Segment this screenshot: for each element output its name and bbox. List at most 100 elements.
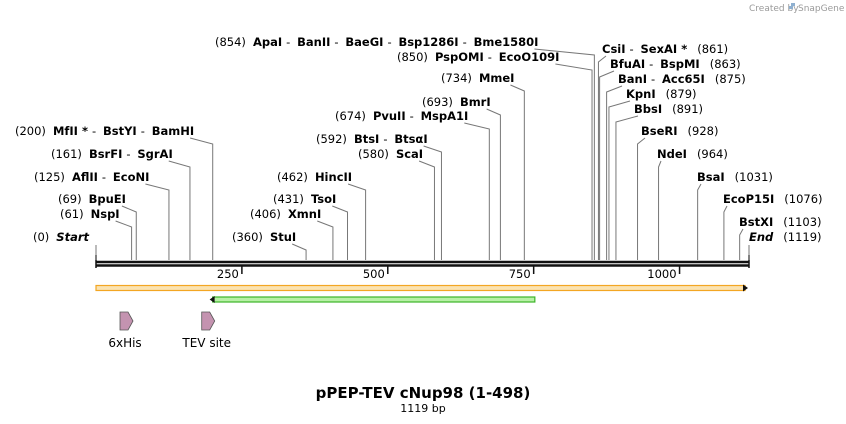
enzyme-name: TsoI	[311, 192, 336, 206]
site-bbsi[interactable]: BbsI (891)	[615, 102, 703, 260]
enzyme-name: StuI	[270, 230, 296, 244]
site-bsrfi[interactable]: (161) BsrFI - SgrAI	[51, 147, 191, 260]
enzyme-name: MspA1I	[421, 109, 469, 123]
site-position: (854)	[215, 35, 246, 49]
snapgene-logo-icon	[789, 3, 795, 9]
site-apai[interactable]: (854) ApaI - BanII - BaeGI - Bsp1286I - Bme1580I	[215, 35, 595, 260]
site-bani[interactable]: BanI - Acc65I (875)	[606, 72, 746, 260]
enzyme-name: PspOMI	[435, 50, 484, 64]
cds-track	[209, 296, 536, 303]
enzyme-name: BsaI	[697, 170, 725, 184]
site-leader-line	[464, 122, 490, 260]
site-leader-line	[599, 70, 615, 260]
site-mfii[interactable]: (200) MfII * - BstYI - BamHI	[15, 124, 214, 260]
site-bpuei[interactable]: (69) BpuEI	[58, 192, 137, 260]
name-separator: -	[630, 42, 634, 56]
site-xmni[interactable]: (406) XmnI	[250, 207, 334, 260]
site-position: (161)	[51, 147, 82, 161]
cds-bar	[212, 296, 536, 303]
enzyme-name: MfII *	[53, 124, 88, 138]
site-leader-line	[510, 84, 525, 260]
site-leader-line	[291, 243, 307, 260]
site-ecop15i[interactable]: EcoP15I (1076)	[723, 192, 823, 260]
enzyme-name: XmnI	[288, 207, 321, 221]
site-csii[interactable]: CsiI - SexAI * (861)	[597, 42, 728, 260]
enzyme-name: SgrAI	[137, 147, 172, 161]
axis-tick-label: 750	[509, 267, 531, 281]
site-leader-line	[189, 137, 214, 260]
site-position: (125)	[34, 170, 65, 184]
orf-arrowhead-icon	[743, 284, 748, 292]
site-nspi[interactable]: (61) NspI	[60, 207, 133, 260]
site-ndei[interactable]: NdeI (964)	[657, 147, 728, 260]
feature-tevsite[interactable]: TEV site	[181, 311, 231, 350]
site-aflii[interactable]: (125) AflII - EcoNI	[34, 170, 170, 260]
site-position: (1119)	[783, 230, 821, 244]
site-scai[interactable]: (580) ScaI	[358, 147, 435, 260]
credit-brand: SnapGene	[798, 4, 845, 14]
site-position: (693)	[422, 95, 453, 109]
site-bfuai[interactable]: BfuAI - BspMI (863)	[599, 57, 741, 260]
enzyme-name: ScaI	[396, 147, 423, 161]
enzyme-name: BanI	[618, 72, 647, 86]
enzyme-name: Bme1580I	[474, 35, 539, 49]
site-bsai[interactable]: BsaI (1031)	[697, 170, 773, 260]
site-mmei[interactable]: (734) MmeI	[441, 71, 525, 260]
site-position: (850)	[397, 50, 428, 64]
site-end[interactable]: End (1119)	[748, 230, 822, 260]
site-leader-line	[608, 100, 631, 260]
feature-label: TEV site	[181, 336, 231, 350]
site-leader-line	[115, 220, 133, 260]
orf-track	[95, 284, 748, 292]
site-leader-line	[739, 228, 744, 260]
enzyme-name: BpuEI	[89, 192, 126, 206]
name-separator: -	[383, 132, 387, 146]
site-position: (580)	[358, 147, 389, 161]
enzyme-name: KpnI	[626, 87, 656, 101]
site-leader-line	[486, 108, 501, 260]
site-tsoi[interactable]: (431) TsoI	[273, 192, 349, 260]
enzyme-name: Acc65I	[662, 72, 705, 86]
site-position: (592)	[316, 132, 347, 146]
site-leader-line	[697, 183, 702, 260]
name-separator: -	[410, 109, 414, 123]
site-pvuii[interactable]: (674) PvuII - MspA1I	[335, 109, 490, 260]
name-separator: -	[387, 35, 391, 49]
site-position: (1031)	[735, 170, 773, 184]
enzyme-name: EcoNI	[113, 170, 149, 184]
enzyme-name: ApaI	[253, 35, 282, 49]
axis-tick-label: 250	[217, 267, 239, 281]
name-separator: -	[286, 35, 290, 49]
site-btsi[interactable]: (592) BtsI - BtsαI	[316, 132, 442, 260]
site-leader-line	[168, 160, 191, 260]
site-leader-line	[555, 63, 593, 260]
site-leader-line	[658, 160, 662, 260]
enzyme-name: BbsI	[634, 102, 662, 116]
enzyme-name: BfuAI	[610, 57, 645, 71]
site-bstxi[interactable]: BstXI (1103)	[739, 215, 822, 260]
feature-arrow-icon	[119, 311, 134, 331]
feature-6xhis[interactable]: 6xHis	[108, 311, 142, 350]
name-separator: -	[334, 35, 338, 49]
name-separator: -	[651, 72, 655, 86]
enzyme-name: BtsI	[354, 132, 379, 146]
site-leader-line	[121, 205, 137, 260]
map-title: pPEP-TEV cNup98 (1-498)	[316, 384, 531, 402]
site-leader-line	[347, 183, 367, 260]
feature-label: 6xHis	[108, 336, 141, 350]
site-kpni[interactable]: KpnI (879)	[608, 87, 697, 260]
site-leader-line	[606, 85, 623, 260]
site-pspomi[interactable]: (850) PspOMI - EcoO109I	[397, 50, 593, 260]
site-position: (861)	[697, 42, 728, 56]
site-start[interactable]: (0) Start	[33, 230, 97, 260]
site-stui[interactable]: (360) StuI	[232, 230, 307, 260]
site-hincii[interactable]: (462) HincII	[277, 170, 367, 260]
enzyme-name: HincII	[315, 170, 352, 184]
site-position: (1076)	[784, 192, 822, 206]
feature-arrow-icon	[201, 311, 216, 331]
site-bmri[interactable]: (693) BmrI	[422, 95, 501, 260]
axis-tick-label: 1000	[647, 267, 676, 281]
site-bseri[interactable]: BseRI (928)	[637, 124, 719, 260]
enzyme-name: MmeI	[479, 71, 515, 85]
